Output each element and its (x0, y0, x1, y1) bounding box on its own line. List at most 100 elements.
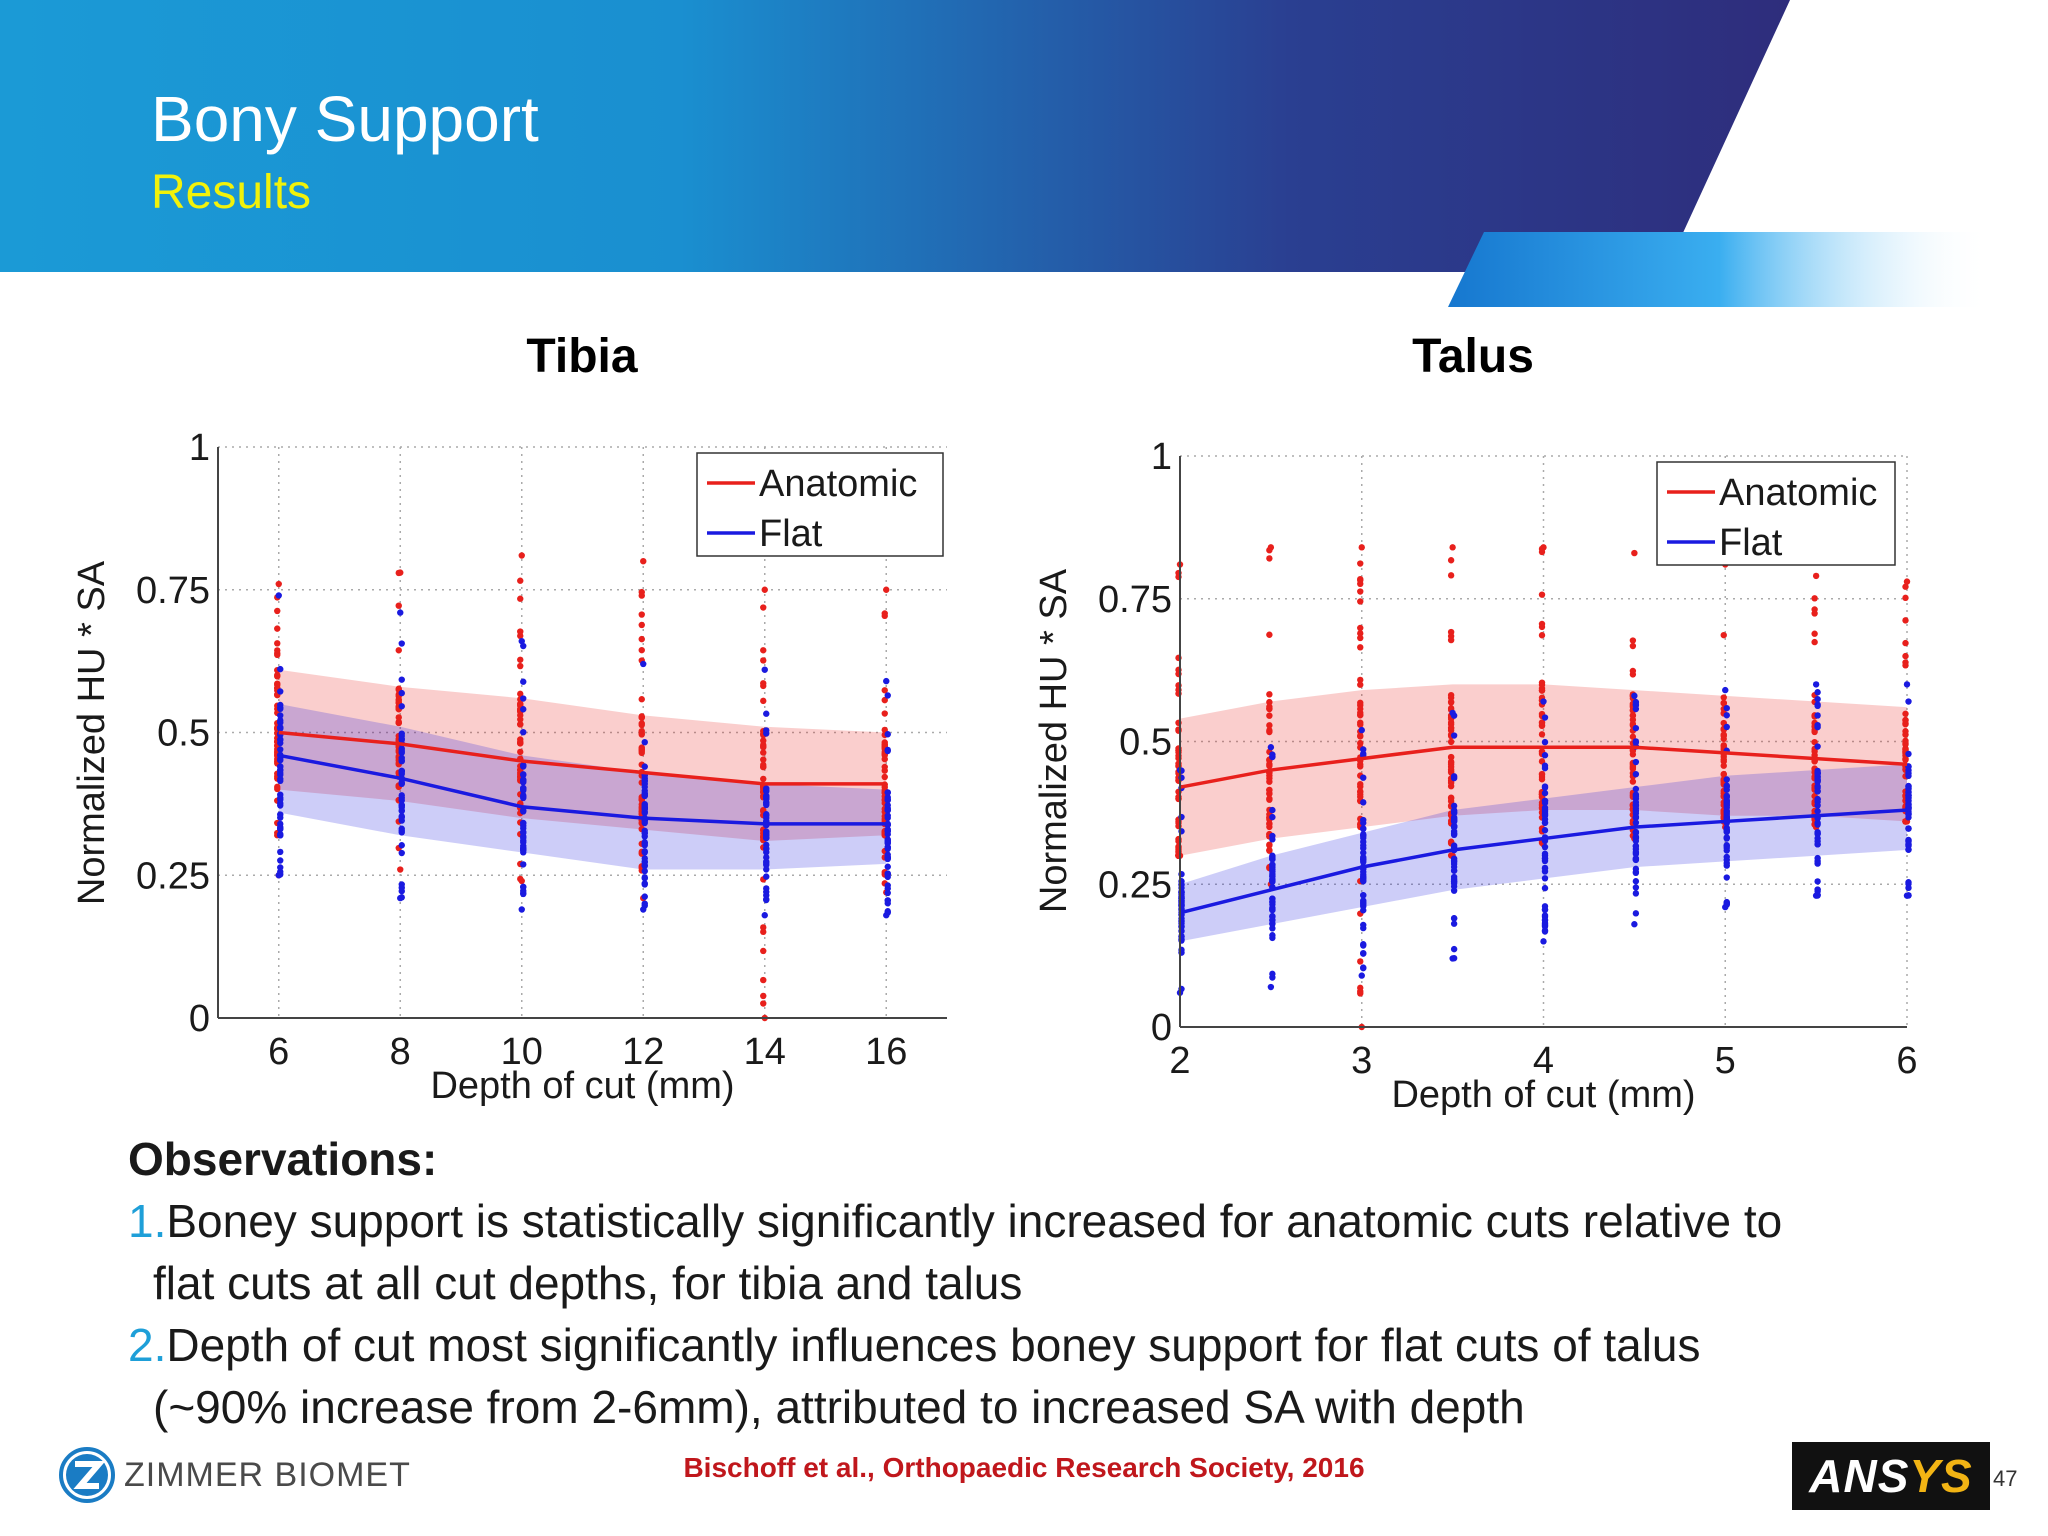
data-point-anatomic (1720, 770, 1727, 778)
data-point-anatomic (274, 607, 281, 615)
data-point-flat (1541, 789, 1549, 797)
data-point-flat (884, 837, 891, 844)
data-point-anatomic (1357, 676, 1364, 684)
data-point-flat (1632, 910, 1640, 917)
data-point-flat (641, 738, 648, 746)
data-point-flat (1540, 698, 1547, 705)
data-point-flat (1450, 887, 1458, 894)
data-point-anatomic (760, 749, 767, 756)
data-point-flat (398, 640, 405, 647)
data-point-flat (1814, 701, 1821, 708)
series-line-flat (1179, 808, 1908, 915)
data-point-anatomic (1266, 546, 1273, 554)
data-point-flat (884, 794, 891, 801)
data-point-flat (398, 813, 405, 820)
data-point-flat (398, 689, 405, 697)
data-point-flat (1450, 807, 1458, 814)
header-accent-stripe (1448, 232, 1990, 307)
data-point-anatomic (517, 875, 524, 883)
data-point-anatomic (517, 662, 524, 670)
data-point-flat (1269, 917, 1276, 924)
data-point-anatomic (1447, 557, 1455, 564)
data-point-anatomic (1538, 771, 1546, 778)
data-point-anatomic (395, 602, 402, 609)
data-point-flat (884, 692, 891, 699)
data-point-flat (1814, 878, 1821, 885)
data-point-anatomic (760, 604, 767, 611)
data-point-flat (641, 839, 648, 846)
data-point-flat (1360, 774, 1367, 781)
data-point-anatomic (1357, 990, 1364, 997)
data-point-anatomic (760, 924, 767, 931)
data-point-anatomic (1902, 583, 1909, 590)
data-point-flat (1814, 795, 1821, 803)
data-point-anatomic (1447, 636, 1455, 644)
data-point-flat (520, 695, 527, 702)
data-point-flat (761, 912, 768, 919)
data-point-flat (763, 812, 770, 819)
data-point-flat (1905, 837, 1912, 844)
data-point-anatomic (518, 552, 525, 559)
data-point-flat (1450, 945, 1458, 953)
data-point-flat (398, 894, 405, 901)
data-point-flat (763, 834, 770, 841)
data-point-flat (398, 849, 405, 857)
data-point-anatomic (1357, 588, 1364, 595)
data-point-anatomic (1447, 782, 1455, 790)
data-point-flat (277, 832, 284, 839)
data-point-anatomic (1357, 788, 1364, 796)
data-point-anatomic (274, 625, 281, 632)
data-point-anatomic (1538, 632, 1546, 639)
data-point-flat (397, 609, 404, 616)
data-point-flat (1541, 827, 1549, 834)
data-point-anatomic (1266, 760, 1273, 768)
data-point-anatomic (760, 657, 767, 664)
data-point-anatomic (1357, 575, 1364, 583)
data-point-flat (1632, 792, 1640, 800)
data-point-flat (1632, 724, 1640, 732)
data-point-flat (884, 789, 891, 796)
x-tick-label: 8 (390, 1031, 411, 1073)
data-point-anatomic (1357, 763, 1364, 770)
data-point-flat (1814, 854, 1821, 862)
data-point-flat (884, 855, 891, 863)
data-point-flat (277, 868, 284, 876)
observation-text-continued: flat cuts at all cut depths, for tibia a… (153, 1257, 1023, 1309)
data-point-flat (763, 787, 770, 794)
data-point-flat (1450, 816, 1458, 823)
data-point-anatomic (1447, 698, 1455, 706)
x-tick-label: 16 (865, 1031, 907, 1073)
data-point-flat (641, 802, 648, 809)
data-point-anatomic (395, 569, 402, 577)
data-point-anatomic (1357, 732, 1364, 740)
data-point-flat (884, 812, 891, 819)
data-point-anatomic (274, 671, 281, 679)
data-point-anatomic (395, 647, 402, 654)
data-point-anatomic (1357, 719, 1364, 726)
data-point-flat (1360, 891, 1367, 899)
observation-text: Depth of cut most significantly influenc… (166, 1319, 1701, 1371)
data-point-anatomic (1357, 780, 1364, 788)
data-point-flat (1450, 823, 1458, 830)
data-point-flat (1269, 870, 1276, 878)
data-point-flat (398, 757, 405, 764)
data-point-flat (763, 873, 770, 880)
data-point-anatomic (395, 714, 402, 721)
data-point-anatomic (1538, 620, 1546, 628)
data-point-flat (277, 704, 284, 711)
data-point-anatomic (274, 651, 281, 659)
data-point-flat (1723, 723, 1730, 731)
data-point-flat (277, 825, 284, 832)
data-point-anatomic (1357, 634, 1364, 642)
data-point-flat (1269, 932, 1276, 939)
data-point-flat (520, 642, 527, 650)
data-point-flat (1541, 714, 1549, 721)
data-point-anatomic (1266, 778, 1273, 785)
data-point-flat (1723, 802, 1730, 809)
x-tick-label: 3 (1351, 1040, 1372, 1082)
x-tick-label: 10 (501, 1031, 543, 1073)
data-point-flat (1450, 857, 1458, 864)
data-point-anatomic (1449, 544, 1456, 551)
data-point-flat (1905, 802, 1912, 809)
data-point-flat (277, 763, 284, 770)
